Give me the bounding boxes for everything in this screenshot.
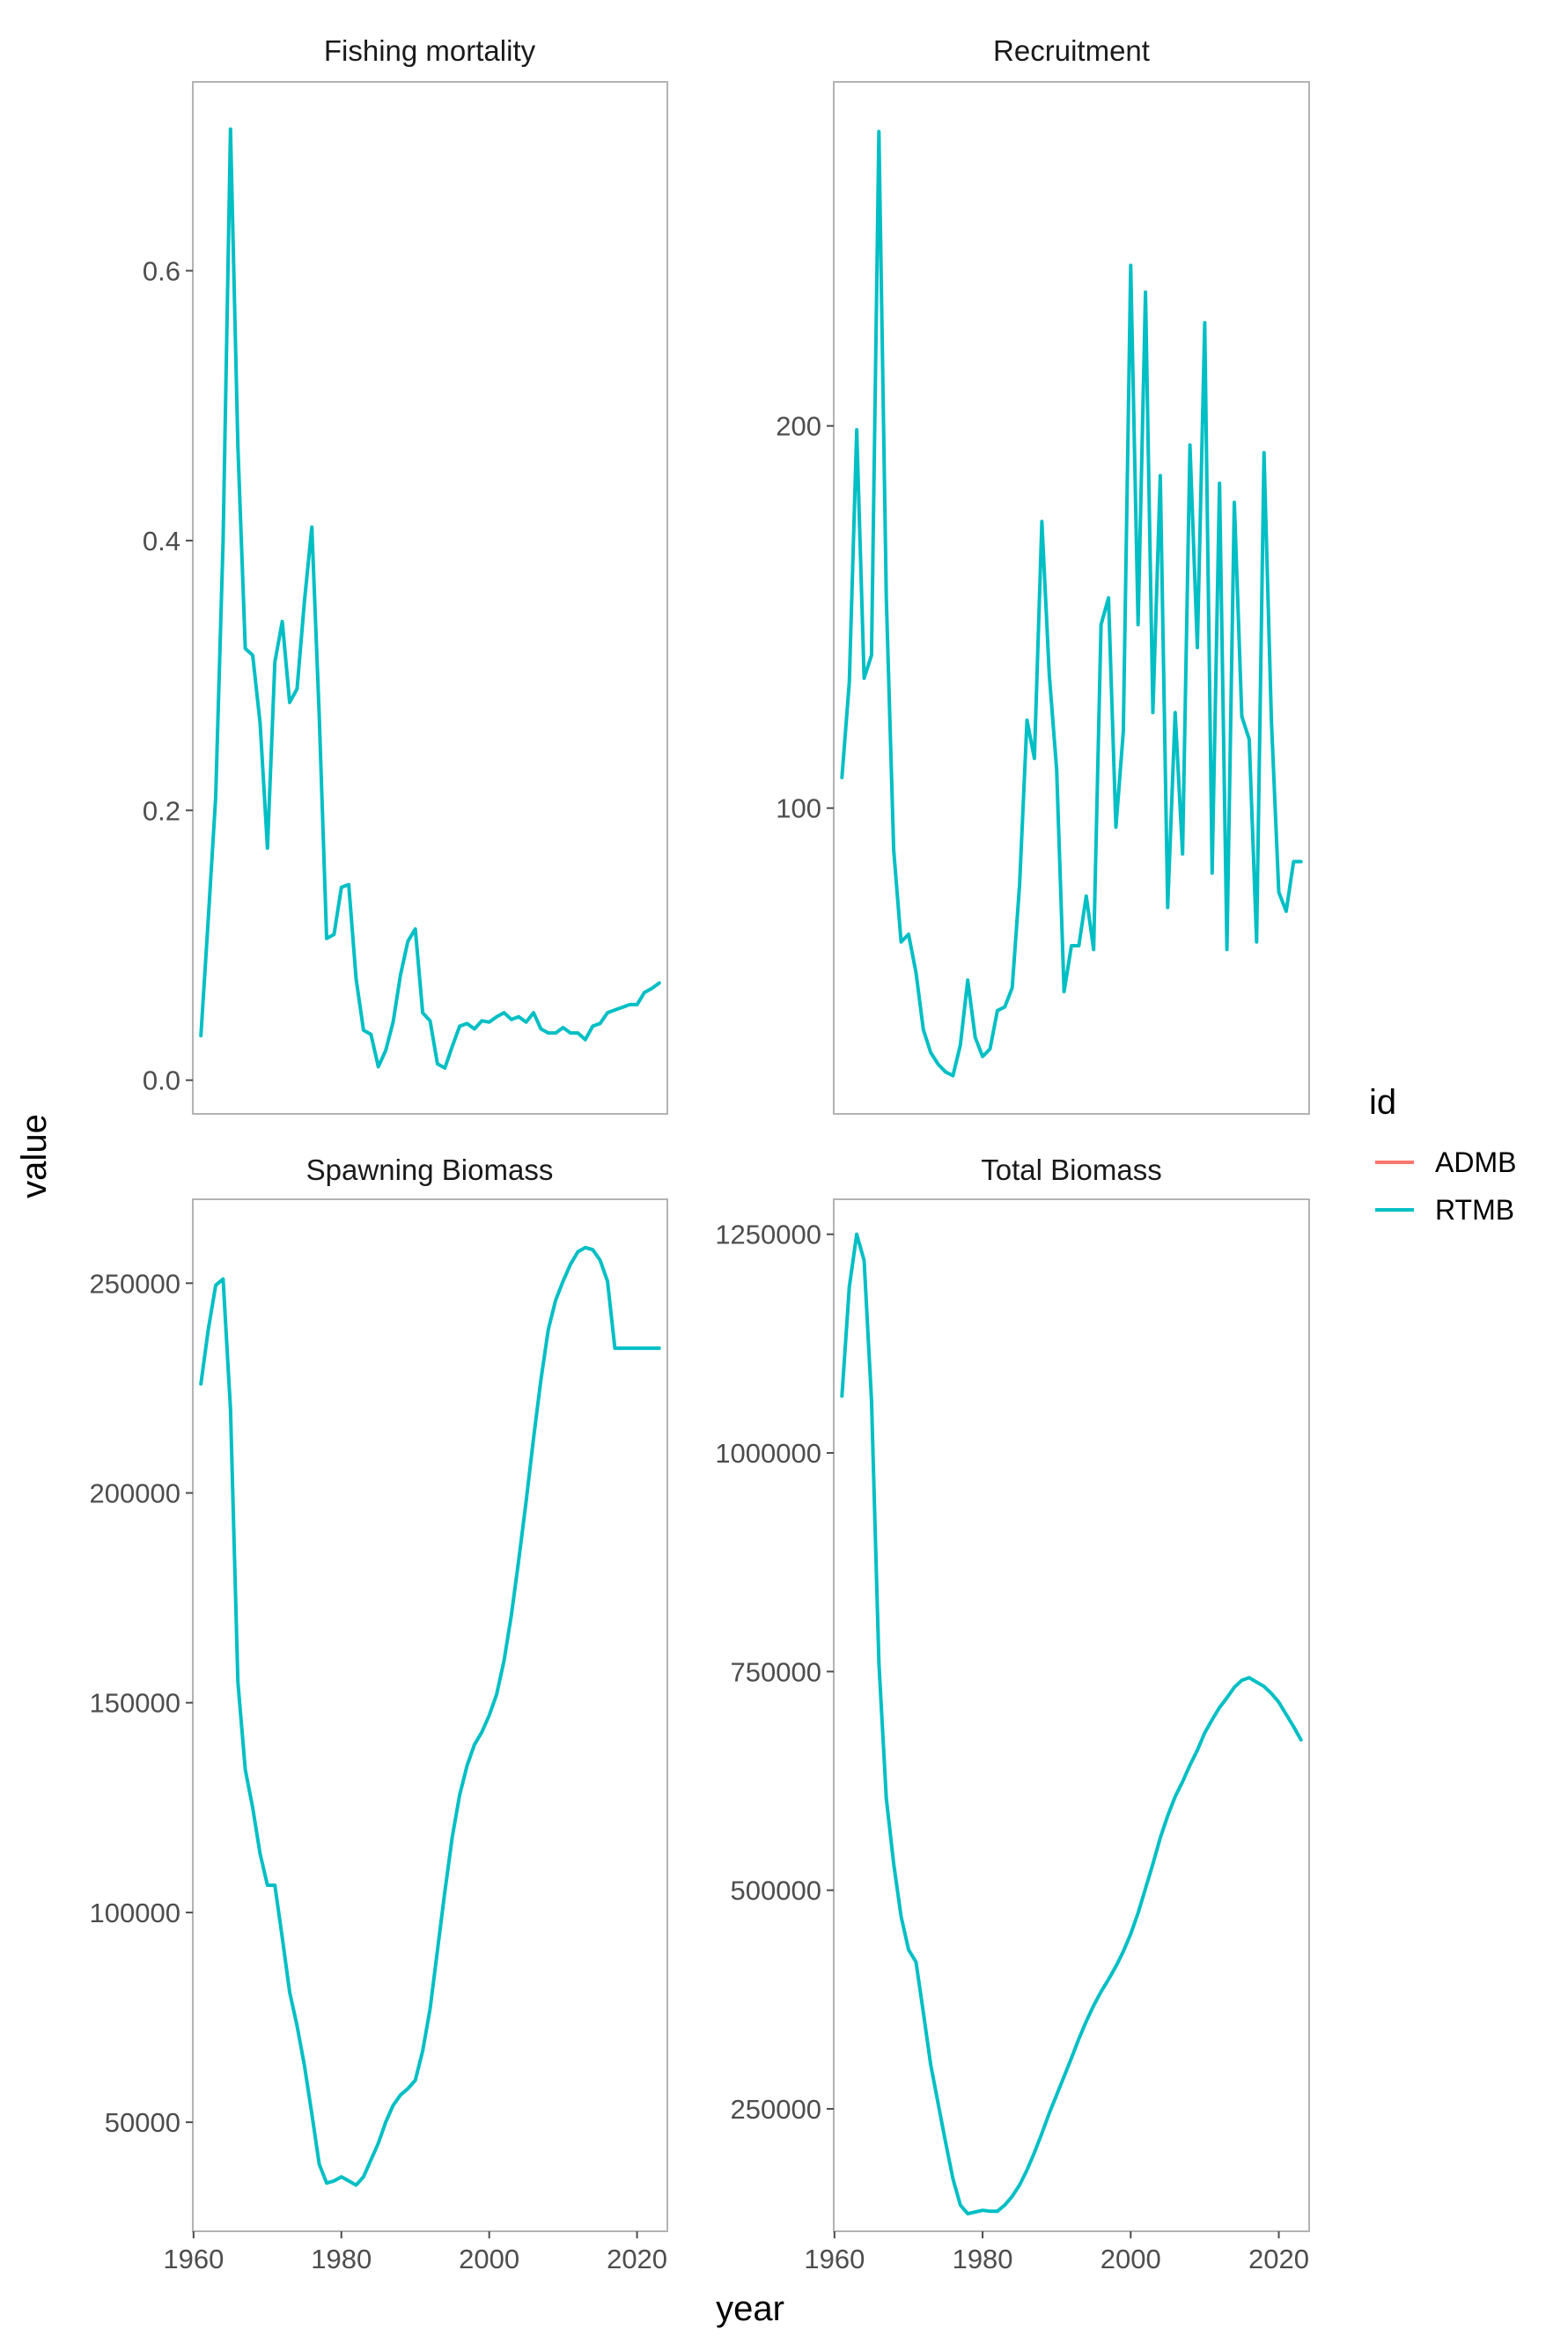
series-line-rtmb bbox=[840, 129, 1303, 1078]
y-tick-label: 100 bbox=[776, 793, 821, 824]
x-axis: 1960 1980 2000 2020 bbox=[163, 2231, 667, 2274]
panel-border bbox=[833, 1198, 1310, 2232]
y-tick-label: 100000 bbox=[90, 1898, 180, 1928]
x-tick-label: 1980 bbox=[953, 2244, 1013, 2274]
panel-border bbox=[833, 81, 1310, 1115]
y-tick-label: 250000 bbox=[731, 2094, 821, 2125]
legend-label-admb: ADMB bbox=[1435, 1146, 1516, 1178]
panel-border bbox=[192, 1198, 668, 2232]
y-axis: 0.0 0.2 0.4 0.6 bbox=[143, 255, 193, 1096]
y-tick-label: 1250000 bbox=[715, 1220, 821, 1250]
y-tick-label: 50000 bbox=[105, 2107, 180, 2138]
y-axis: 100 200 bbox=[776, 411, 834, 824]
x-tick-label: 1980 bbox=[311, 2244, 372, 2274]
series-group bbox=[199, 1245, 661, 2187]
x-tick-label: 1960 bbox=[804, 2244, 865, 2274]
series-line-rtmb bbox=[199, 127, 661, 1070]
series-group bbox=[199, 127, 661, 1070]
series-line-rtmb bbox=[199, 1245, 661, 2187]
panel-title: Recruitment bbox=[993, 34, 1150, 67]
panel-fishing-mortality: Fishing mortality 0.0 0.2 0.4 0.6 bbox=[143, 34, 668, 1115]
y-tick-label: 200000 bbox=[90, 1478, 180, 1508]
x-tick-label: 1960 bbox=[163, 2244, 224, 2274]
panel-title: Total Biomass bbox=[981, 1154, 1161, 1186]
y-tick-label: 0.6 bbox=[143, 255, 180, 286]
x-tick-label: 2020 bbox=[607, 2244, 667, 2274]
panel-recruitment: Recruitment 100 200 bbox=[776, 34, 1310, 1115]
legend: id ADMB RTMB bbox=[1369, 1083, 1516, 1226]
x-axis: 1960 1980 2000 2020 bbox=[804, 2231, 1309, 2274]
x-tick-label: 2000 bbox=[1101, 2244, 1161, 2274]
y-tick-label: 500000 bbox=[731, 1876, 821, 1906]
legend-label-rtmb: RTMB bbox=[1435, 1194, 1514, 1226]
y-tick-label: 150000 bbox=[90, 1688, 180, 1719]
series-line-rtmb bbox=[840, 1232, 1303, 2216]
y-tick-label: 0.2 bbox=[143, 795, 180, 826]
panel-title: Fishing mortality bbox=[324, 34, 536, 67]
y-tick-label: 0.0 bbox=[143, 1065, 180, 1096]
y-tick-label: 1000000 bbox=[715, 1438, 821, 1469]
x-tick-label: 2020 bbox=[1248, 2244, 1309, 2274]
series-group bbox=[840, 129, 1303, 1078]
x-axis-title: year bbox=[716, 2289, 784, 2328]
panel-total-biomass: Total Biomass 250000 500000 750000 1000000 1… bbox=[715, 1154, 1310, 2274]
y-axis: 250000 500000 750000 1000000 1250000 bbox=[715, 1220, 834, 2125]
panel-border bbox=[192, 81, 668, 1115]
series-group bbox=[840, 1232, 1303, 2216]
panel-title: Spawning Biomass bbox=[306, 1154, 554, 1186]
x-tick-label: 2000 bbox=[459, 2244, 519, 2274]
y-tick-label: 750000 bbox=[731, 1656, 821, 1687]
panel-spawning-biomass: Spawning Biomass 50000 100000 150000 200000… bbox=[90, 1154, 668, 2274]
y-tick-label: 0.4 bbox=[143, 526, 180, 557]
y-tick-label: 200 bbox=[776, 411, 821, 442]
y-tick-label: 250000 bbox=[90, 1268, 180, 1299]
y-axis-title: value bbox=[15, 1114, 54, 1198]
legend-title: id bbox=[1369, 1083, 1396, 1122]
y-axis: 50000 100000 150000 200000 250000 bbox=[90, 1268, 193, 2138]
